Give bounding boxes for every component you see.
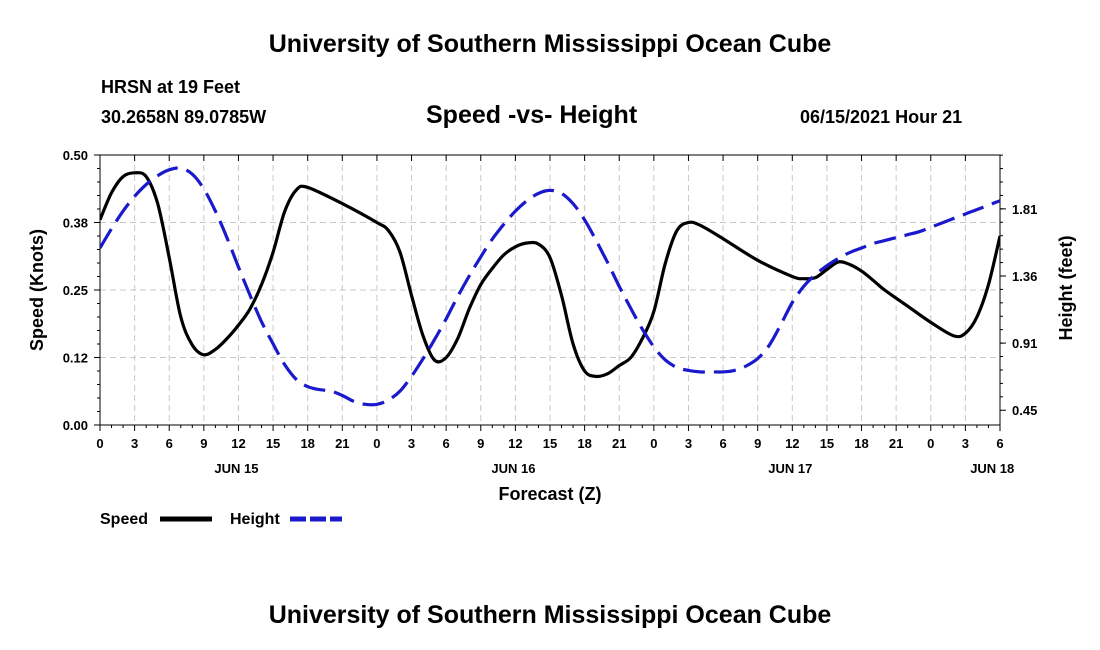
x-date-label: JUN 17	[768, 461, 812, 476]
x-tick-label: 3	[131, 436, 138, 451]
x-date-label: JUN 16	[491, 461, 535, 476]
y-tick-label: 0.00	[63, 418, 88, 433]
x-tick-label: 9	[477, 436, 484, 451]
y-tick-label: 0.25	[63, 283, 88, 298]
height-series-line	[100, 166, 1000, 407]
y2-axis-title: Height (feet)	[1056, 236, 1076, 341]
x-tick-label: 3	[685, 436, 692, 451]
y-tick-label: 0.12	[63, 351, 88, 366]
x-tick-label: 6	[996, 436, 1003, 451]
x-tick-label: 21	[889, 436, 903, 451]
y-tick-label: 0.50	[63, 148, 88, 163]
x-tick-label: 0	[650, 436, 657, 451]
x-tick-label: 12	[231, 436, 245, 451]
x-tick-label: 6	[166, 436, 173, 451]
x-tick-label: 9	[754, 436, 761, 451]
x-tick-label: 0	[927, 436, 934, 451]
x-tick-label: 18	[854, 436, 868, 451]
x-date-label: JUN 15	[214, 461, 258, 476]
x-tick-label: 0	[373, 436, 380, 451]
x-tick-label: 18	[577, 436, 591, 451]
top-title: University of Southern Mississippi Ocean…	[268, 30, 832, 58]
x-axis-title: Forecast (Z)	[498, 484, 601, 504]
station-coords: 30.2658N 89.0785W	[101, 107, 267, 127]
x-tick-label: 21	[335, 436, 349, 451]
station-label: HRSN at 19 Feet	[101, 77, 241, 97]
x-tick-label: 18	[300, 436, 314, 451]
y2-tick-label: 0.91	[1012, 336, 1037, 351]
forecast-datetime: 06/15/2021 Hour 21	[800, 107, 963, 127]
x-tick-label: 21	[612, 436, 626, 451]
x-tick-label: 6	[443, 436, 450, 451]
x-tick-label: 0	[96, 436, 103, 451]
y2-tick-label: 1.36	[1012, 269, 1037, 284]
y-axis-title: Speed (Knots)	[27, 229, 47, 351]
y2-tick-label: 1.81	[1012, 202, 1037, 217]
y2-tick-label: 0.45	[1012, 403, 1037, 418]
x-tick-label: 15	[820, 436, 834, 451]
x-tick-label: 3	[408, 436, 415, 451]
x-date-label: JUN 18	[970, 461, 1014, 476]
x-tick-label: 9	[200, 436, 207, 451]
x-tick-label: 15	[543, 436, 557, 451]
chart-subtitle: Speed -vs- Height	[426, 101, 638, 129]
legend-label-speed: Speed	[100, 511, 148, 528]
x-tick-label: 6	[719, 436, 726, 451]
bottom-title: University of Southern Mississippi Ocean…	[268, 601, 832, 629]
x-tick-label: 12	[785, 436, 799, 451]
x-tick-label: 15	[266, 436, 280, 451]
speed-series-line	[100, 171, 1000, 379]
y-tick-label: 0.38	[63, 216, 88, 231]
legend-label-height: Height	[230, 511, 280, 528]
x-tick-label: 3	[962, 436, 969, 451]
x-tick-label: 12	[508, 436, 522, 451]
